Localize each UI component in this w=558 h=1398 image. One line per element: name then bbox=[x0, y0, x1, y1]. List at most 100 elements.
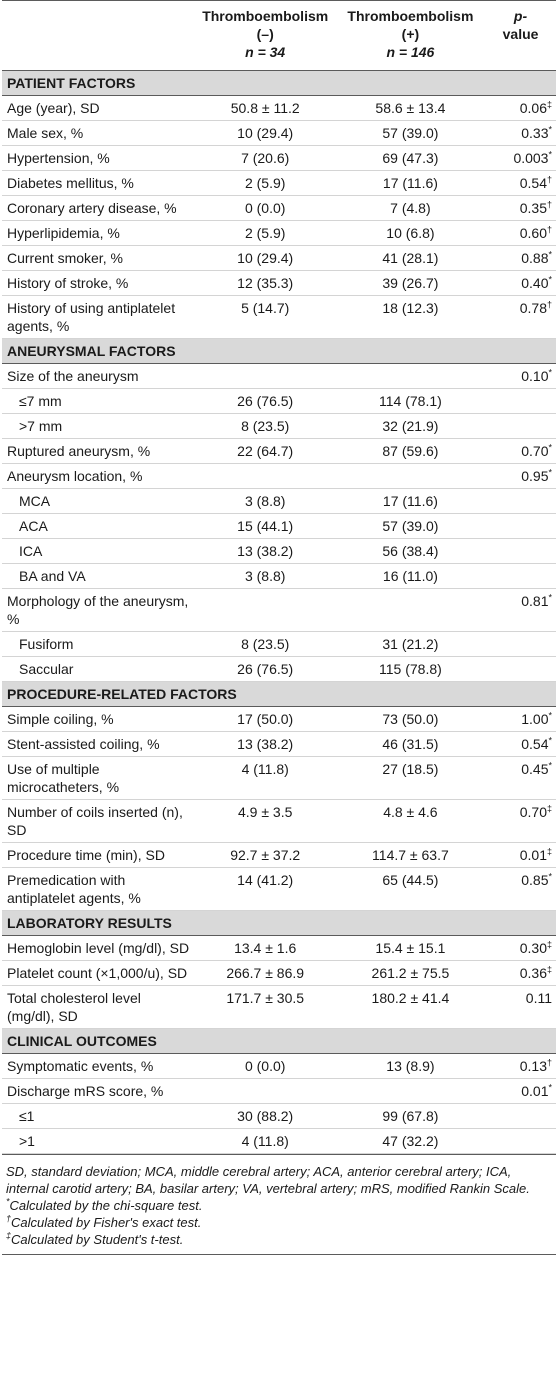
p-value-number: 0.81 bbox=[521, 593, 549, 609]
footnote-star-text: Calculated by the chi-square test. bbox=[9, 1198, 203, 1213]
p-value-test-mark: † bbox=[546, 1057, 552, 1068]
footnote-fisher: †Calculated by Fisher's exact test. bbox=[6, 1214, 552, 1231]
p-value-test-mark: * bbox=[548, 871, 552, 882]
row-label: ICA bbox=[2, 538, 195, 564]
table-row: Aneurysm location, % 0.95* bbox=[2, 463, 556, 489]
cell-p-value bbox=[485, 656, 556, 682]
table-row: Saccular 26 (76.5) 115 (78.8) bbox=[2, 656, 556, 682]
cell-p-value: 0.85* bbox=[485, 867, 556, 911]
p-value-test-mark: * bbox=[548, 735, 552, 746]
cell-thromboembolism-negative bbox=[194, 1078, 336, 1104]
p-value-number: 0.54 bbox=[521, 736, 549, 752]
cell-thromboembolism-negative: 266.7 ± 86.9 bbox=[194, 960, 336, 986]
header-label-col bbox=[2, 1, 195, 71]
header-negative-sign: (–) bbox=[256, 26, 274, 42]
row-label: ACA bbox=[2, 513, 195, 539]
table-row: Male sex, % 10 (29.4) 57 (39.0) 0.33* bbox=[2, 120, 556, 146]
cell-thromboembolism-negative: 30 (88.2) bbox=[194, 1103, 336, 1129]
cell-thromboembolism-positive: 99 (67.8) bbox=[335, 1103, 486, 1129]
cell-thromboembolism-negative: 92.7 ± 37.2 bbox=[194, 842, 336, 868]
table-row: Fusiform 8 (23.5) 31 (21.2) bbox=[2, 631, 556, 657]
cell-p-value: 0.70‡ bbox=[485, 799, 556, 843]
cell-p-value: 0.10* bbox=[485, 363, 556, 389]
section-header-row: PROCEDURE-RELATED FACTORS bbox=[2, 681, 556, 707]
p-value-test-mark: † bbox=[546, 174, 552, 185]
cell-thromboembolism-positive: 87 (59.6) bbox=[335, 438, 486, 464]
cell-thromboembolism-positive: 17 (11.6) bbox=[335, 488, 486, 514]
cell-thromboembolism-negative: 2 (5.9) bbox=[194, 220, 336, 246]
row-label: Discharge mRS score, % bbox=[2, 1078, 195, 1104]
section-title: LABORATORY RESULTS bbox=[2, 910, 556, 936]
table-body: PATIENT FACTORS Age (year), SD 50.8 ± 11.2… bbox=[2, 70, 556, 1154]
p-value-number: 0.06 bbox=[519, 100, 547, 116]
row-label: Saccular bbox=[2, 656, 195, 682]
cell-thromboembolism-negative: 10 (29.4) bbox=[194, 120, 336, 146]
cell-thromboembolism-positive: 31 (21.2) bbox=[335, 631, 486, 657]
row-label: Ruptured aneurysm, % bbox=[2, 438, 195, 464]
header-positive-col: Thromboembolism (+) n = 146 bbox=[336, 1, 485, 71]
table-row: Age (year), SD 50.8 ± 11.2 58.6 ± 13.4 0.06… bbox=[2, 95, 556, 121]
table-row: Hypertension, % 7 (20.6) 69 (47.3) 0.003* bbox=[2, 145, 556, 171]
cell-thromboembolism-positive: 57 (39.0) bbox=[335, 120, 486, 146]
table-header: Thromboembolism (–) n = 34 Thromboemboli… bbox=[2, 0, 556, 71]
row-label: Aneurysm location, % bbox=[2, 463, 195, 489]
cell-p-value bbox=[485, 631, 556, 657]
cell-p-value: 0.78† bbox=[485, 295, 556, 339]
cell-thromboembolism-positive: 114 (78.1) bbox=[335, 388, 486, 414]
cell-p-value: 0.88* bbox=[485, 245, 556, 271]
p-value-test-mark: ‡ bbox=[546, 99, 552, 110]
p-value-number: 0.40 bbox=[521, 275, 549, 291]
table-row: Premedication with antiplatelet agents, … bbox=[2, 867, 556, 911]
cell-thromboembolism-positive: 73 (50.0) bbox=[335, 706, 486, 732]
header-pvalue-line1: p- bbox=[513, 8, 528, 24]
cell-thromboembolism-negative bbox=[194, 588, 336, 632]
row-label: Hypertension, % bbox=[2, 145, 195, 171]
table-row: Discharge mRS score, % 0.01* bbox=[2, 1078, 556, 1104]
table-row: MCA 3 (8.8) 17 (11.6) bbox=[2, 488, 556, 514]
p-value-test-mark: * bbox=[548, 760, 552, 771]
row-label: Hyperlipidemia, % bbox=[2, 220, 195, 246]
table-row: Platelet count (×1,000/u), SD 266.7 ± 86.… bbox=[2, 960, 556, 986]
cell-thromboembolism-positive: 16 (11.0) bbox=[335, 563, 486, 589]
p-value-number: 0.70 bbox=[519, 804, 547, 820]
cell-p-value: 1.00* bbox=[485, 706, 556, 732]
p-value-number: 0.01 bbox=[519, 847, 547, 863]
cell-thromboembolism-negative: 4.9 ± 3.5 bbox=[194, 799, 336, 843]
cell-p-value: 0.11 bbox=[485, 985, 556, 1029]
table-row: Procedure time (min), SD 92.7 ± 37.2 114.7… bbox=[2, 842, 556, 868]
cell-thromboembolism-positive: 15.4 ± 15.1 bbox=[335, 935, 486, 961]
p-value-test-mark: * bbox=[548, 592, 552, 603]
table-row: Total cholesterol level (mg/dl), SD 171.7… bbox=[2, 985, 556, 1029]
table-row: ≤7 mm 26 (76.5) 114 (78.1) bbox=[2, 388, 556, 414]
footnotes: SD, standard deviation; MCA, middle cere… bbox=[2, 1154, 556, 1255]
cell-thromboembolism-positive: 7 (4.8) bbox=[335, 195, 486, 221]
table-row: Number of coils inserted (n), SD 4.9 ± 3.… bbox=[2, 799, 556, 843]
table-row: Size of the aneurysm 0.10* bbox=[2, 363, 556, 389]
cell-thromboembolism-negative: 8 (23.5) bbox=[194, 631, 336, 657]
row-label: ≤1 bbox=[2, 1103, 195, 1129]
row-label: History of using antiplatelet agents, % bbox=[2, 295, 195, 339]
cell-p-value bbox=[485, 538, 556, 564]
table-row: Stent-assisted coiling, % 13 (38.2) 46 (31… bbox=[2, 731, 556, 757]
row-label: Use of multiple microcatheters, % bbox=[2, 756, 195, 800]
table-row: BA and VA 3 (8.8) 16 (11.0) bbox=[2, 563, 556, 589]
p-value-test-mark: * bbox=[548, 367, 552, 378]
p-value-number: 0.95 bbox=[521, 468, 549, 484]
p-value-number: 0.35 bbox=[519, 200, 547, 216]
cell-p-value: 0.01* bbox=[485, 1078, 556, 1104]
cell-p-value bbox=[485, 1103, 556, 1129]
header-negative-col: Thromboembolism (–) n = 34 bbox=[195, 1, 336, 71]
p-value-test-mark: * bbox=[548, 149, 552, 160]
cell-thromboembolism-negative: 13.4 ± 1.6 bbox=[194, 935, 336, 961]
cell-thromboembolism-negative: 26 (76.5) bbox=[194, 656, 336, 682]
row-label: Morphology of the aneurysm, % bbox=[2, 588, 195, 632]
row-label: Total cholesterol level (mg/dl), SD bbox=[2, 985, 195, 1029]
p-value-number: 0.36 bbox=[519, 965, 547, 981]
cell-p-value bbox=[485, 563, 556, 589]
header-positive-sign: (+) bbox=[401, 26, 420, 42]
section-header-row: LABORATORY RESULTS bbox=[2, 910, 556, 936]
cell-p-value: 0.01‡ bbox=[485, 842, 556, 868]
section-title: ANEURYSMAL FACTORS bbox=[2, 338, 556, 364]
cell-thromboembolism-negative: 26 (76.5) bbox=[194, 388, 336, 414]
cell-thromboembolism-negative: 8 (23.5) bbox=[194, 413, 336, 439]
